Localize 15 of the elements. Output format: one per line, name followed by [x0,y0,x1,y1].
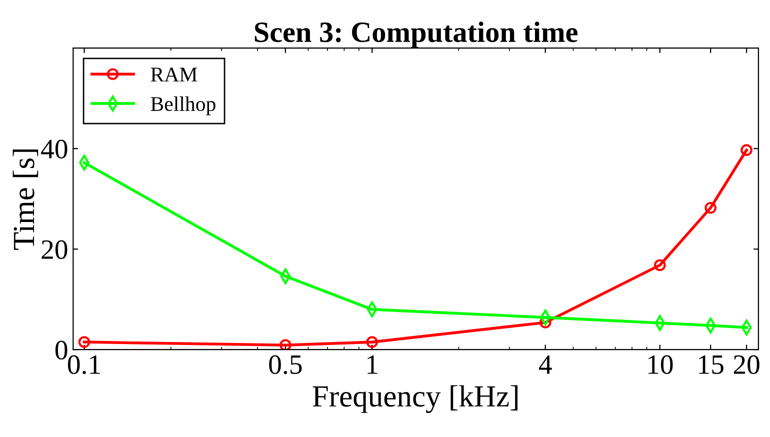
x-tick-label: 10 [648,355,673,374]
y-tick-label: 0 [55,340,68,360]
x-tick-label: 1 [368,355,378,374]
y-tick-label: 40 [41,140,68,158]
legend-label: RAM [150,68,198,82]
x-tick-label: 0.5 [269,355,302,374]
chart-title: Scen 3: Computation time [254,22,578,48]
legend-label: Bellhop [150,96,216,116]
x-axis-title: Frequency [kHz] [312,385,518,414]
y-axis-title: Time [s] [12,149,38,250]
x-tick-label: 15 [699,355,724,374]
y-tick-label: 20 [42,240,68,259]
x-tick-label: 4 [538,355,552,374]
x-tick-label: 20 [734,355,760,374]
x-tick-label: 0.1 [68,355,100,374]
